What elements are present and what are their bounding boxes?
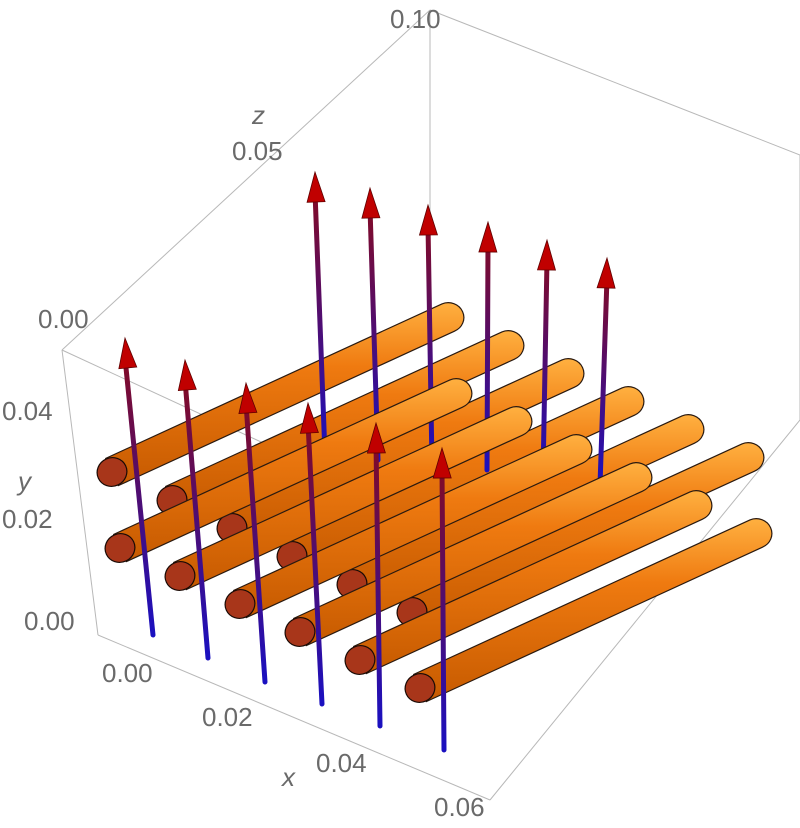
tick-labels: 0.10 0.05 0.00 0.04 0.02 0.00 0.00 0.02 … xyxy=(2,4,485,822)
arrow-head xyxy=(238,381,258,414)
cylinder-rod xyxy=(344,414,705,599)
y-tick-label: 0.00 xyxy=(24,606,75,636)
cylinder-end-cap xyxy=(104,533,136,563)
cylinder-end-cap xyxy=(164,561,196,591)
cylinder-rod xyxy=(164,330,525,515)
cylinder-rod xyxy=(224,358,585,543)
box-edge xyxy=(97,634,491,801)
cylinder-end-cap xyxy=(224,589,256,619)
cylinder-rod xyxy=(112,378,473,563)
cylinder-end-cap xyxy=(284,617,316,647)
box-edge xyxy=(429,9,800,156)
box-edge xyxy=(61,9,431,351)
x-tick-label: 0.02 xyxy=(202,702,253,732)
arrows-front-row xyxy=(118,336,452,753)
arrow-shaft xyxy=(439,465,447,753)
x-axis-label: x xyxy=(280,762,296,792)
arrow-shaft xyxy=(305,420,325,707)
cylinder-end-cap xyxy=(404,673,436,703)
arrow-head xyxy=(478,220,498,253)
arrow-shaft xyxy=(540,257,550,479)
z-axis-label: z xyxy=(251,100,265,130)
box-edge xyxy=(489,419,800,801)
arrow-head xyxy=(361,186,381,219)
arrow-shaft xyxy=(312,189,328,458)
arrow-head xyxy=(536,238,557,271)
arrow-shaft xyxy=(373,440,383,729)
arrow-shaft xyxy=(122,355,156,638)
cylinder-end-cap xyxy=(344,645,376,675)
cylinder-end-cap xyxy=(96,457,128,487)
y-tick-label: 0.02 xyxy=(2,504,53,534)
z-tick-label: 0.05 xyxy=(232,136,283,166)
box-edge xyxy=(61,349,99,636)
x-tick-label: 0.00 xyxy=(102,658,153,688)
x-tick-label: 0.04 xyxy=(316,748,367,778)
arrow-head xyxy=(432,446,452,479)
arrow-head xyxy=(306,170,326,203)
arrow-head xyxy=(596,256,616,289)
arrow-shaft xyxy=(425,222,435,468)
cylinder-rod xyxy=(292,462,653,647)
z-tick-label: 0.10 xyxy=(390,4,441,34)
z-tick-label: 0.00 xyxy=(38,304,89,334)
arrow-shaft xyxy=(243,400,268,685)
y-axis-label: y xyxy=(16,466,33,496)
x-tick-label: 0.06 xyxy=(434,792,485,822)
arrow-head xyxy=(366,421,386,454)
cylinder-rod xyxy=(232,434,593,619)
arrows-back-row xyxy=(306,170,616,488)
arrow-head xyxy=(299,401,319,434)
y-tick-label: 0.04 xyxy=(2,396,53,426)
arrow-head xyxy=(418,203,439,236)
arrow-shaft xyxy=(597,275,610,488)
cylinder-rod xyxy=(404,442,765,627)
arrow-head xyxy=(118,336,138,370)
arrow-head xyxy=(177,358,197,392)
arrow-shaft xyxy=(182,377,211,661)
cylinder-rod xyxy=(412,518,773,703)
